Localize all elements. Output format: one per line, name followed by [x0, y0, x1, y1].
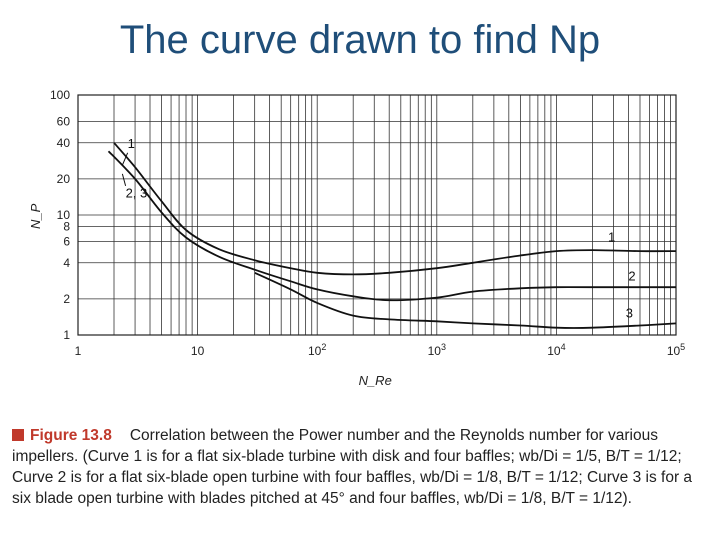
y-axis-label: N_P [28, 203, 43, 229]
x-tick-labels: 1 10 102 103 104 105 [75, 342, 686, 358]
x-tick-label: 104 [547, 342, 565, 358]
y-tick-label: 8 [63, 220, 70, 234]
x-tick-label: 102 [308, 342, 326, 358]
x-axis-label: N_Re [359, 373, 392, 388]
curve-label: 2, 3 [126, 185, 148, 200]
curve-2 [107, 150, 676, 302]
figure-caption: Figure 13.8 Correlation between the Power… [12, 425, 712, 509]
x-tick-label: 103 [428, 342, 446, 358]
figure-label: Figure 13.8 [30, 427, 112, 444]
x-tick-label: 1 [75, 344, 82, 358]
plot-frame [77, 94, 677, 336]
figure-description: Correlation between the Power number and… [129, 427, 658, 444]
curve-3 [254, 271, 677, 329]
chart-annotations: 1 2, 3 1 2 3 [121, 136, 636, 320]
y-tick-label: 40 [57, 136, 71, 150]
figure-body: impellers. (Curve 1 is for a flat six-bl… [12, 448, 693, 507]
curve-label: 1 [608, 230, 615, 245]
leader-line [121, 152, 129, 166]
y-tick-label: 100 [50, 88, 70, 102]
x-tick-label: 105 [667, 342, 685, 358]
y-tick-label: 60 [57, 115, 71, 129]
leader-line [121, 173, 127, 186]
curve-1 [113, 142, 677, 276]
y-tick-label: 6 [63, 235, 70, 249]
slide-title: The curve drawn to find Np [119, 18, 601, 62]
y-tick-label: 10 [57, 208, 71, 222]
chart-grid [78, 95, 676, 335]
curve-label: 1 [128, 136, 135, 151]
x-tick-label: 10 [191, 344, 205, 358]
figure-marker-icon [12, 429, 24, 441]
y-tick-label: 2 [63, 292, 70, 306]
curve-label: 2 [628, 268, 635, 283]
curve-label: 3 [626, 305, 633, 320]
y-tick-label: 20 [57, 172, 71, 186]
y-tick-label: 1 [63, 328, 70, 342]
chart-curves [107, 142, 677, 329]
y-tick-label: 4 [63, 256, 70, 270]
